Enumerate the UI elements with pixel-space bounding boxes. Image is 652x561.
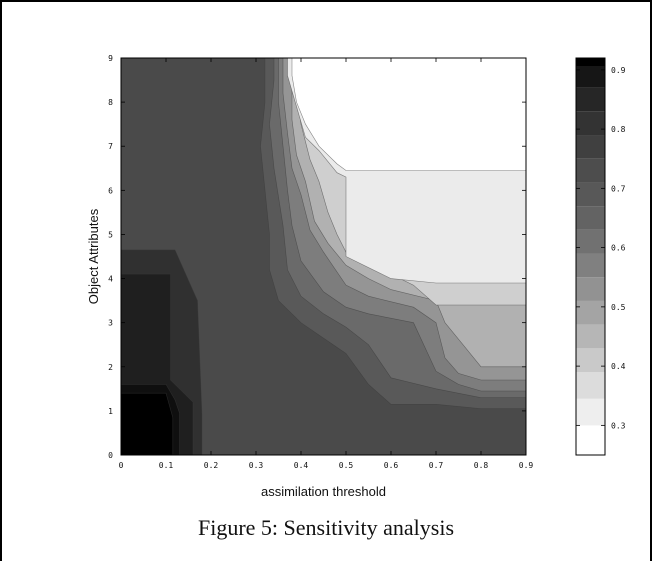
colorbar-tick-label: 0.4 [611,362,626,371]
colorbar-level [576,348,605,373]
colorbar-tick-label: 0.9 [611,66,626,75]
y-tick-label: 2 [108,363,113,372]
x-tick-label: 0.8 [474,461,489,470]
colorbar-level [576,229,605,254]
y-tick-label: 4 [108,275,113,284]
colorbar-tick-label: 0.3 [611,421,626,430]
colorbar-level [576,425,605,455]
y-tick-label: 6 [108,186,113,195]
x-tick-label: 0.6 [384,461,399,470]
contour-region-dark-0.92 [121,392,174,455]
y-tick-label: 3 [108,319,113,328]
colorbar-level [576,135,605,159]
colorbar-level [576,372,605,399]
plot-border [120,57,527,456]
y-tick-label: 1 [108,407,113,416]
sensitivity-contour-chart: 0 0.1 0.2 0.3 0.4 0.5 0.6 0.7 0.8 0.9 0123456789 … [86,54,626,499]
colorbar-tick-label: 0.8 [611,125,626,134]
colorbar-level [576,300,605,325]
x-tick-label: 0 [119,461,124,470]
colorbar-level [576,158,605,183]
colorbar-tick-label: 0.7 [611,184,626,193]
x-tick-label: 0.9 [519,461,534,470]
colorbar-level [576,58,605,67]
colorbar-border [575,57,606,456]
figure-caption: Figure 5: Sensitivity analysis [197,515,455,540]
x-tick-label: 0.4 [294,461,309,470]
x-tick-label: 0.1 [159,461,174,470]
x-axis-title: assimilation threshold [261,484,386,499]
y-tick-label: 0 [108,451,113,460]
colorbar-level [576,182,605,207]
colorbar: 0.3 0.4 0.5 0.6 0.7 0.8 0.9 [575,57,626,456]
colorbar-level [576,253,605,278]
colorbar-level [576,324,605,349]
colorbar-level [576,277,605,301]
y-tick-label: 9 [108,54,113,63]
colorbar-tick-label: 0.6 [611,244,626,253]
x-tick-label: 0.2 [204,461,219,470]
y-tick-label: 7 [108,142,113,151]
colorbar-level [576,66,605,88]
colorbar-level [576,87,605,112]
x-tick-label: 0.5 [339,461,354,470]
colorbar-level [576,206,605,230]
y-tick-label: 5 [108,230,113,239]
colorbar-level [576,398,605,426]
colorbar-level [576,111,605,136]
x-tick-label: 0.3 [249,461,264,470]
y-axis-title: Object Attributes [86,208,101,304]
x-tick-label: 0.7 [429,461,444,470]
contour-region-band-0.29 [291,58,526,171]
y-tick-label: 8 [108,98,113,107]
colorbar-tick-label: 0.5 [611,303,626,312]
y-axis-ticks: 0 1 2 3 4 5 6 7 8 9 [108,54,526,460]
plot-regions [121,58,526,455]
x-axis-ticks: 0 0.1 0.2 0.3 0.4 0.5 0.6 0.7 0.8 0.9 [119,58,534,470]
